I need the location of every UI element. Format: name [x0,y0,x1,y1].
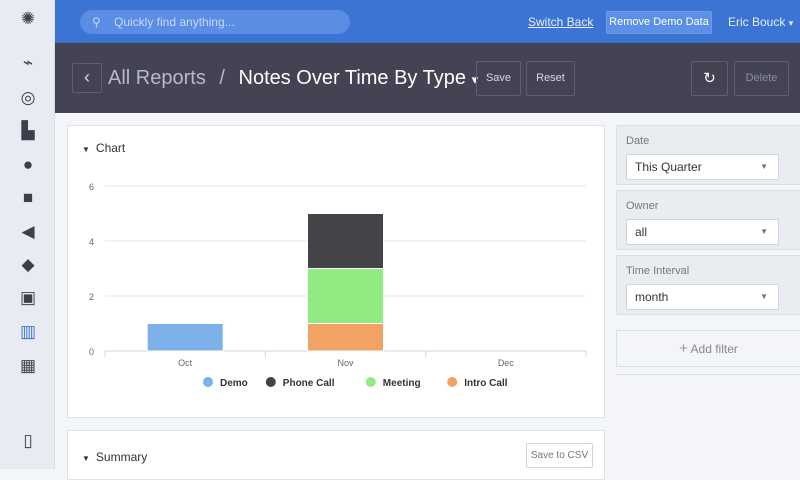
chevron-down-icon: ▾ [788,18,794,28]
switch-back-link[interactable]: Switch Back [528,15,594,29]
reports-icon[interactable]: ▥ [19,322,37,341]
date-select[interactable]: This Quarter ▼ [626,154,779,180]
y-tick-label: 4 [89,237,94,247]
filter-label: Date [626,135,650,147]
summary-card: ▼ Summary Save to CSV [67,430,605,480]
search-icon: ⚲ [92,15,101,29]
select-value: month [635,290,669,304]
x-tick-label: Oct [178,358,193,368]
report-header: ‹ All Reports / Notes Over Time By Type … [55,43,800,113]
top-bar: ⚲ Quickly find anything... Switch Back Re… [55,0,800,43]
chart: 0 2 4 6 Oct Nov Dec Demo Phone Call Meeting Intro … [89,182,587,389]
refresh-icon[interactable]: ↻ [691,61,728,96]
megaphone-icon[interactable]: ◀ [21,222,35,241]
report-title[interactable]: Notes Over Time By Type [238,67,467,89]
chevron-down-icon: ▼ [760,227,768,236]
filter-date: Date This Quarter ▼ [616,125,800,185]
back-button[interactable]: ‹ [72,63,102,93]
legend-marker [365,377,376,387]
user-menu[interactable]: Eric Bouck ▾ [728,15,793,29]
summary-title: Summary [95,450,148,464]
legend-marker [203,377,213,387]
contact-icon[interactable]: ● [22,155,34,174]
collapse-icon: ▼ [82,454,90,463]
select-value: all [635,225,648,239]
filter-owner: Owner all ▼ [616,190,800,250]
filter-time-interval: Time Interval month ▼ [616,255,800,315]
filter-label: Owner [626,200,659,212]
add-filter-label: Add filter [690,342,738,356]
x-tick-label: Nov [337,358,354,368]
x-tick-label: Dec [498,358,515,368]
summary-card-header[interactable]: ▼ Summary [82,450,147,464]
briefcase-icon[interactable]: ■ [22,188,34,207]
remove-demo-data-button[interactable]: Remove Demo Data [606,11,712,34]
save-to-csv-button[interactable]: Save to CSV [526,443,593,468]
bar-intro-call [307,323,384,352]
title-dropdown-icon[interactable]: ▾ [471,72,479,87]
inbox-icon[interactable]: ▣ [19,288,37,307]
delete-button[interactable]: Delete [734,61,789,96]
buildings-icon[interactable]: ▙ [21,121,35,140]
bar-demo [146,323,224,352]
chevron-down-icon: ▼ [760,292,768,301]
legend-item: Meeting [383,378,421,389]
owner-select[interactable]: all ▼ [626,219,779,245]
filter-label: Time Interval [626,265,690,277]
legend-item: Phone Call [283,378,335,389]
save-button[interactable]: Save [476,61,521,96]
legend-item: Demo [220,378,248,389]
add-filter-button[interactable]: + Add filter [616,330,800,367]
y-tick-label: 2 [89,292,94,302]
search-placeholder: Quickly find anything... [114,15,235,29]
breadcrumb-all-reports[interactable]: All Reports [108,67,206,89]
tag-icon[interactable]: ◆ [21,255,35,274]
sidebar: ✺ ⌁ ◎ ▙ ● ■ ◀ ◆ ▣ ▥ ▦ ▯ [0,0,55,469]
chart-title: Chart [95,141,126,155]
user-name: Eric Bouck [728,15,786,29]
activity-icon[interactable]: ⌁ [22,53,34,72]
logo-icon[interactable]: ✺ [20,9,36,28]
plus-icon: + [679,340,688,357]
legend-marker [265,377,276,387]
search-input[interactable]: ⚲ Quickly find anything... [80,10,350,34]
y-tick-label: 0 [89,347,94,357]
bar-meeting [307,268,384,324]
time-interval-select[interactable]: month ▼ [626,284,779,310]
chart-card: ▼ Chart 0 2 4 6 Oct Nov Dec Demo Phone Call Meetin… [67,125,605,418]
select-value: This Quarter [635,160,702,174]
dashboard-icon[interactable]: ▦ [19,356,37,375]
page-title: All Reports / Notes Over Time By Type ▾ [108,67,478,90]
reset-button[interactable]: Reset [526,61,575,96]
bar-phone-call [307,213,384,269]
collapse-icon: ▼ [82,145,90,154]
y-tick-label: 6 [89,182,94,192]
legend-marker [447,377,458,387]
chevron-down-icon: ▼ [760,162,768,171]
target-icon[interactable]: ◎ [20,88,36,107]
chart-card-header[interactable]: ▼ Chart [82,141,125,155]
guide-book-icon[interactable]: ▯ [23,431,33,450]
breadcrumb-separator: / [219,67,225,89]
legend-item: Intro Call [464,378,508,389]
divider [616,374,800,375]
